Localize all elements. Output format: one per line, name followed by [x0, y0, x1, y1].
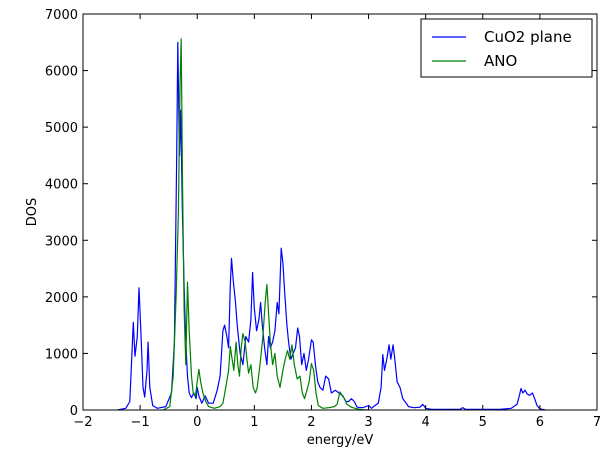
x-tick-label: 5 — [479, 415, 487, 430]
legend: CuO2 plane ANO — [420, 18, 593, 78]
series-layer — [117, 38, 546, 411]
y-tick-label: 4000 — [45, 178, 78, 193]
y-axis-label: DOS — [25, 198, 40, 227]
x-tick-label: 1 — [250, 415, 258, 430]
axes-layer: −2 −1 0 1 2 3 4 5 6 7 0 1000 2000 3000 4000 5000 6000 700… — [45, 8, 601, 430]
x-tick-label: 2 — [307, 415, 315, 430]
x-tick-label: 7 — [593, 415, 601, 430]
y-tick-label: 5000 — [45, 121, 78, 136]
series-line-ano — [162, 38, 369, 411]
plot-frame — [82, 13, 598, 411]
y-tick-label: 1000 — [45, 347, 78, 362]
x-axis-label: energy/eV — [307, 433, 374, 448]
legend-box — [420, 18, 593, 78]
y-tick-label: 0 — [70, 404, 78, 419]
x-tick-label: −1 — [131, 415, 150, 430]
x-tick-label: −2 — [73, 415, 92, 430]
x-tick-label: 6 — [536, 415, 544, 430]
y-tick-label: 3000 — [45, 234, 78, 249]
y-tick-label: 6000 — [45, 65, 78, 80]
x-tick-label: 3 — [364, 415, 372, 430]
legend-label-ano: ANO — [484, 52, 517, 70]
x-tick-label: 0 — [193, 415, 201, 430]
y-tick-label: 7000 — [45, 8, 78, 23]
y-tick-label: 2000 — [45, 291, 78, 306]
legend-label-cuo2-plane: CuO2 plane — [484, 28, 572, 46]
x-tick-label: 4 — [422, 415, 430, 430]
